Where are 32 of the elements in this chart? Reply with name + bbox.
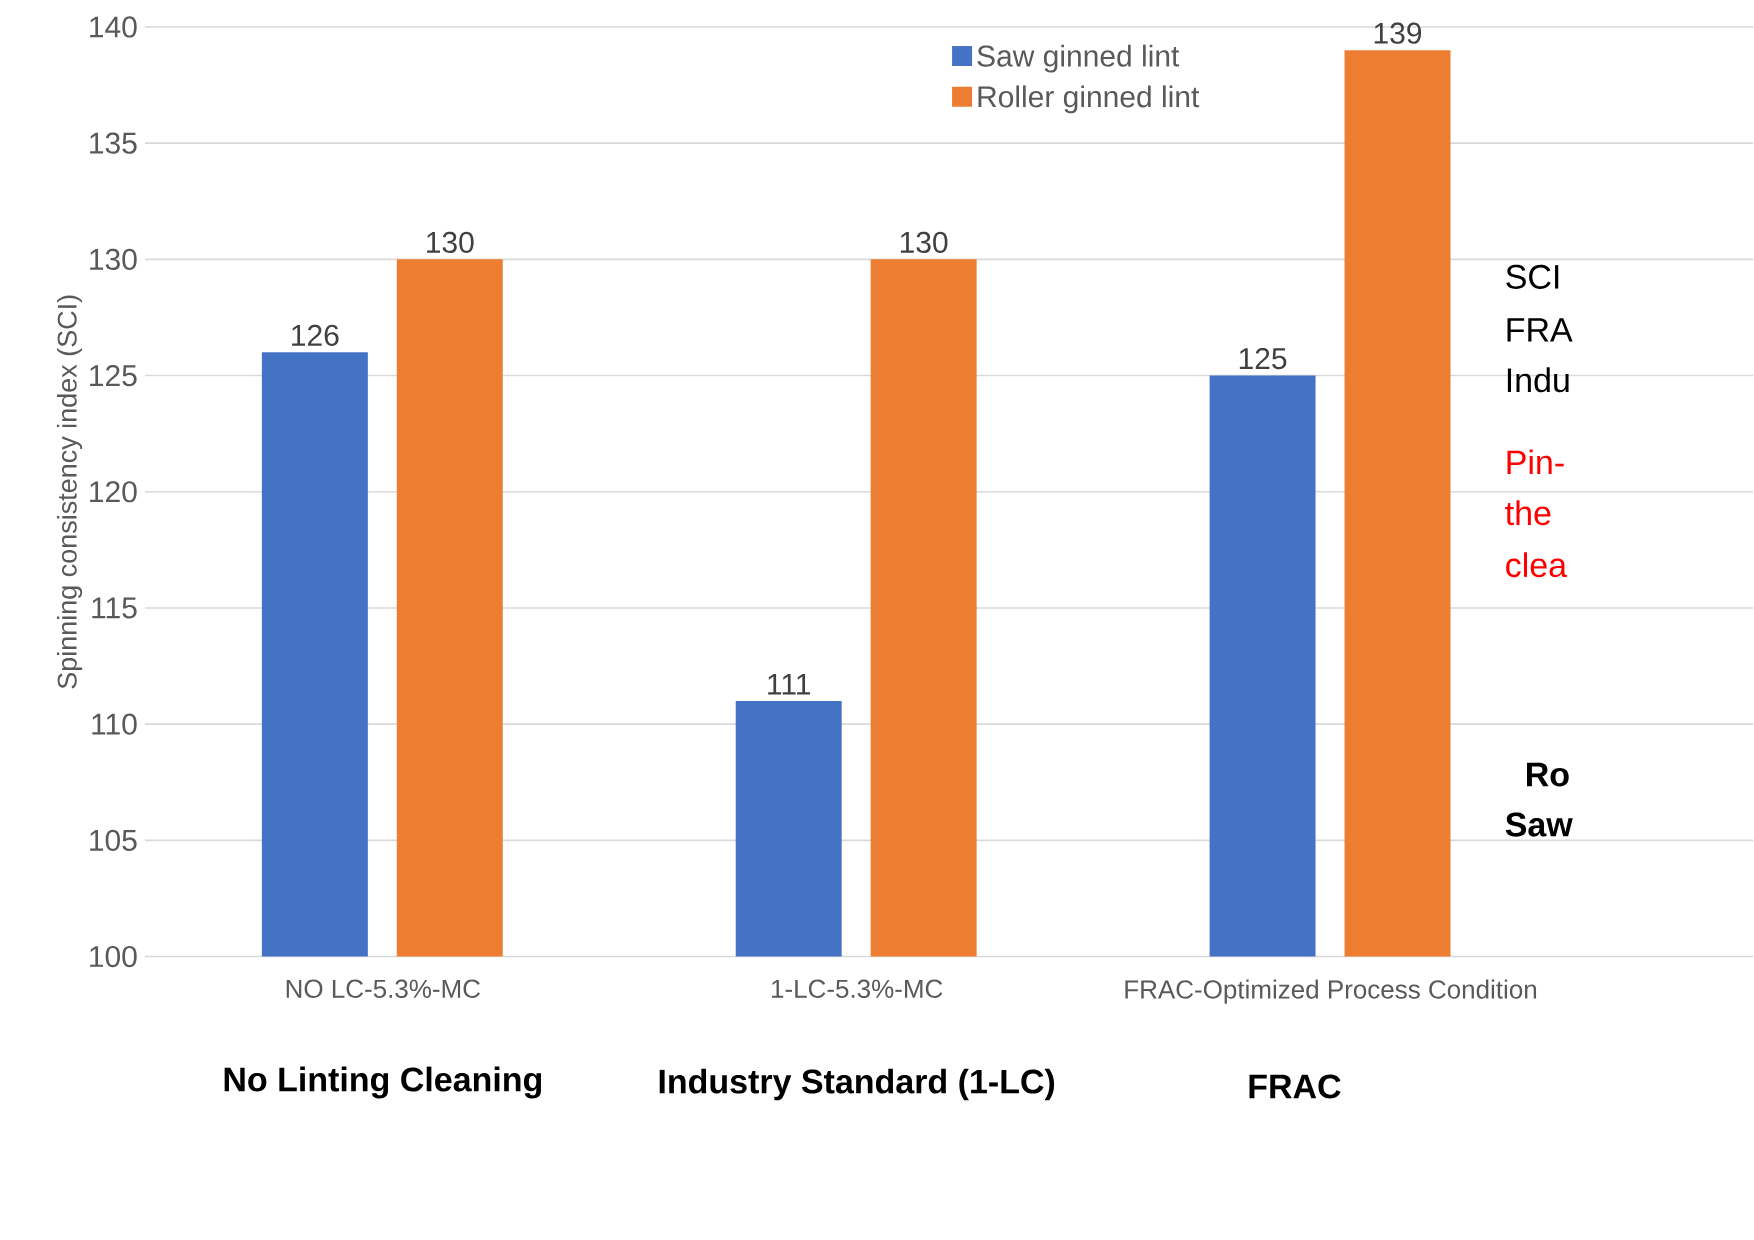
- annotation: SCI: [1506, 264, 1559, 289]
- annotation: Pin-: [1507, 449, 1564, 474]
- x-tick-label: NO LC-5.3%-MC: [286, 979, 480, 998]
- y-tick-label: 135: [90, 132, 137, 154]
- data-label: 111: [768, 673, 811, 695]
- data-label: 126: [292, 324, 339, 346]
- annotation: the: [1505, 500, 1551, 526]
- y-tick-label: 140: [90, 16, 137, 38]
- legend-label: Saw ginned lint: [977, 44, 1180, 73]
- text: FRAC: [1249, 1074, 1341, 1099]
- data-label: 139: [1374, 22, 1422, 44]
- y-tick-label: 120: [90, 480, 137, 503]
- y-tick-label: 105: [90, 829, 137, 851]
- data-label: 130: [900, 231, 948, 253]
- y-axis-title: Spinning consistency index (SCI): [56, 295, 83, 689]
- legend-label: Roller ginned lint: [978, 85, 1200, 114]
- data-label: 125: [1239, 347, 1287, 369]
- y-tick-label: 100: [90, 945, 137, 967]
- annotation: FRA: [1507, 317, 1573, 342]
- data-label: 130: [427, 231, 474, 253]
- annotation: Saw: [1505, 812, 1573, 837]
- y-tick-label: 130: [90, 248, 137, 270]
- text: Industry Standard (1-LC): [659, 1068, 1055, 1101]
- x-tick-label: 1-LC-5.3%-MC: [772, 979, 943, 998]
- annotation: clea: [1506, 552, 1568, 578]
- y-tick-label: 125: [90, 364, 137, 386]
- annotation: Indu: [1507, 367, 1569, 393]
- y-tick-label: 110: [92, 713, 137, 735]
- annotation: Ro: [1527, 762, 1569, 787]
- text: No Linting Cleaning: [224, 1066, 542, 1099]
- y-tick-label: 115: [92, 597, 137, 619]
- x-tick-label: FRAC-Optimized Process Condition: [1125, 979, 1537, 1004]
